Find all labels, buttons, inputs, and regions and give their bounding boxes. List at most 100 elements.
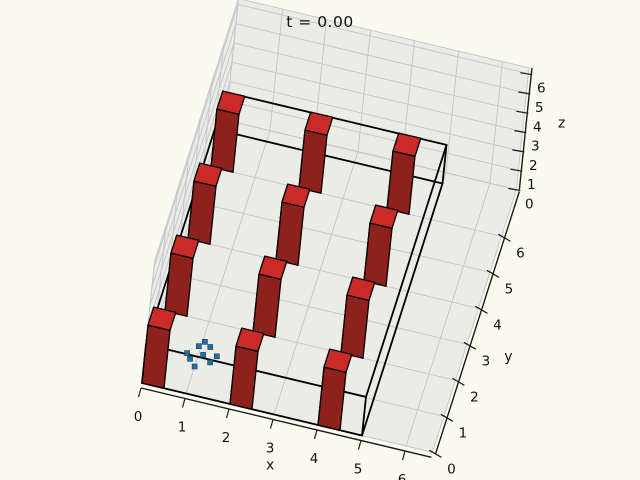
z-tick-label: 2: [529, 158, 538, 174]
pillar-top-face: [193, 162, 223, 187]
pillar-top-face: [147, 306, 177, 332]
y-tick-mark: [463, 341, 477, 350]
grid-line-z-left: [153, 4, 239, 268]
y-tick-label: 4: [493, 317, 502, 333]
obstacle-pillar: [252, 255, 288, 338]
pillar-top-face: [216, 90, 246, 115]
x-tick-label: 2: [222, 430, 231, 446]
particle-dot: [214, 353, 220, 360]
obstacle-pillar: [229, 327, 265, 410]
boundary-box-vertical-edge: [441, 144, 448, 184]
grid-line-z-back: [233, 42, 525, 113]
y-tick-label: 3: [482, 353, 491, 369]
z-tick-mark: [520, 72, 533, 76]
obstacle-pillar: [164, 234, 200, 317]
z-tick-mark: [514, 130, 527, 134]
obstacle-pillar: [317, 348, 353, 431]
x-tick-mark: [357, 440, 362, 450]
particle-dot: [200, 352, 206, 358]
z-tick-mark: [512, 149, 525, 153]
x-tick-label: 1: [178, 420, 187, 436]
y-axis-spine: [434, 191, 521, 455]
pillar-top-face: [170, 234, 200, 260]
z-axis-label: z: [558, 116, 565, 132]
x-tick-mark: [313, 429, 318, 440]
y-tick-label: 2: [470, 389, 479, 405]
z-tick-mark: [516, 110, 529, 114]
x-tick-mark: [225, 408, 230, 419]
x-tick-label: 6: [398, 472, 407, 480]
x-axis-spine: [140, 387, 432, 458]
obstacle-pillar: [363, 204, 399, 287]
grid-line-y-floor: [210, 166, 502, 237]
y-axis-label: y: [504, 349, 512, 365]
grid-line-z-left: [149, 42, 235, 306]
grid-line-z-back: [227, 100, 519, 171]
grid-line-z-back: [235, 23, 527, 94]
y-tick-label: 0: [447, 461, 456, 477]
z-tick-label: 4: [533, 119, 542, 135]
x-tick-label: 0: [134, 409, 143, 425]
grid-line-x-floor: [185, 130, 271, 394]
z-tick-label: 1: [527, 177, 536, 193]
z-tick-mark: [510, 168, 523, 172]
pillar-top-face: [281, 183, 311, 208]
grid-line-z-left: [151, 23, 237, 287]
particle-dot: [187, 355, 193, 362]
x-tick-mark: [181, 398, 186, 408]
grid-line-y-floor: [199, 202, 491, 273]
grid-line-x-back: [489, 61, 504, 184]
grid-line-x-back: [445, 51, 460, 173]
x-tick-mark: [137, 387, 142, 398]
y-tick-label: 1: [459, 425, 468, 441]
obstacle-pillar: [386, 132, 422, 215]
obstacle-pillar: [210, 90, 246, 173]
particle-swarm: [184, 338, 220, 370]
x-tick-mark: [401, 450, 406, 461]
z-tick-label: 3: [531, 139, 540, 155]
grid-line-x-floor: [273, 151, 359, 415]
particle-dot: [196, 343, 202, 350]
grid-line-y-floor: [164, 310, 456, 381]
particle-dot: [202, 338, 208, 345]
y-tick-mark: [440, 413, 454, 422]
y-tick-mark: [429, 449, 442, 458]
axes: [137, 67, 533, 461]
particle-dot: [184, 350, 190, 356]
particle-dot: [207, 359, 213, 366]
pillar-top-face: [392, 132, 422, 157]
obstacle-pillar: [141, 306, 177, 389]
grid-line-y-floor: [187, 238, 479, 309]
grid-line-z-back: [231, 61, 523, 133]
pillar-top-face: [323, 348, 353, 374]
pillar-top-face: [369, 204, 399, 229]
x-tick-label: 3: [266, 441, 275, 457]
y-tick-mark: [475, 305, 488, 314]
z-tick-mark: [508, 187, 521, 192]
z-tick-mark: [518, 91, 531, 95]
pillar-top-face: [258, 255, 288, 281]
pillar-top-face: [304, 111, 334, 136]
y-tick-mark: [486, 269, 500, 278]
y-tick-label: 6: [516, 245, 525, 261]
obstacle-pillar: [187, 162, 223, 245]
z-tick-label: 5: [535, 100, 544, 116]
z-axis-spine: [518, 67, 533, 190]
grid-line-z-back: [229, 81, 521, 152]
grid-line-x-floor: [405, 183, 491, 447]
x-tick-label: 5: [354, 462, 363, 478]
particle-dot: [207, 344, 214, 350]
pillar-top-face: [235, 327, 265, 353]
x-axis-label: x: [266, 458, 274, 474]
y-tick-mark: [452, 377, 465, 386]
z-tick-label: 0: [525, 197, 534, 213]
y-tick-mark: [498, 233, 511, 242]
boundary-box-vertical-edge: [361, 396, 367, 436]
y-tick-label: 5: [505, 281, 514, 297]
obstacle-pillar: [275, 183, 311, 266]
x-tick-mark: [269, 419, 274, 429]
grid-line-x-back: [269, 9, 284, 131]
z-tick-label: 6: [537, 81, 546, 97]
